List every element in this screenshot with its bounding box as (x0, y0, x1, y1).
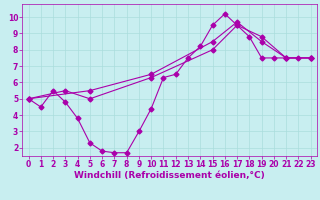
X-axis label: Windchill (Refroidissement éolien,°C): Windchill (Refroidissement éolien,°C) (74, 171, 265, 180)
